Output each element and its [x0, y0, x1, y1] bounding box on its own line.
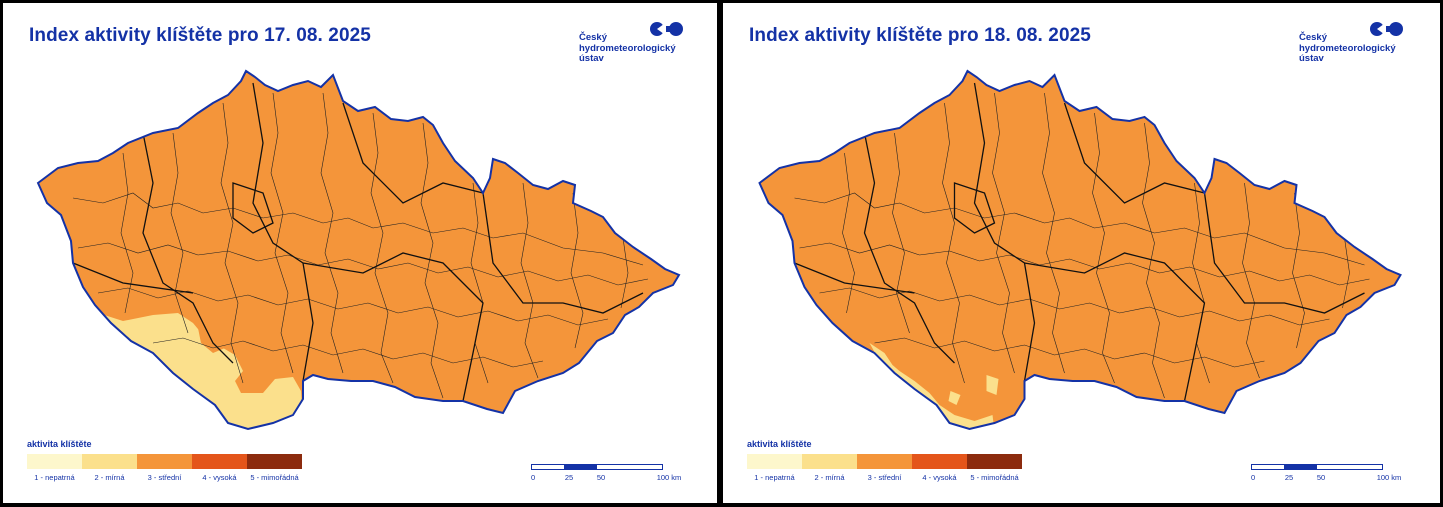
legend-swatch — [857, 454, 912, 469]
legend-label: 4 - vysoká — [202, 473, 237, 482]
logo-line-3: ústav — [1299, 53, 1324, 64]
legend: 1 - nepatrná 2 - mírná 3 - střední 4 - vyso… — [27, 454, 302, 482]
czechia-map — [37, 70, 680, 430]
chmi-logo-icon — [650, 22, 683, 36]
map-title: Index aktivity klíštěte pro 17. 08. 2025 — [29, 25, 371, 46]
legend-label: 3 - střední — [147, 473, 182, 482]
legend-title: aktivita klíštěte — [747, 439, 812, 449]
map-panel-2: Index aktivity klíštěte pro 18. 08. 2025… — [723, 3, 1440, 503]
low-activity-patch — [986, 375, 999, 395]
legend-swatch — [27, 454, 82, 469]
logo-line-1: Český — [1299, 32, 1327, 43]
low-activity-zone — [98, 313, 303, 429]
scale-tick: 25 — [564, 473, 574, 482]
scale-tick: 100 km — [1376, 473, 1402, 482]
legend: 1 - nepatrná 2 - mírná 3 - střední 4 - vyso… — [747, 454, 1022, 482]
chmi-logo: Český hydrometeorologický ústav — [1297, 21, 1417, 71]
scale-tick: 50 — [596, 473, 606, 482]
map-title: Index aktivity klíštěte pro 18. 08. 2025 — [749, 25, 1091, 46]
legend-swatch — [247, 454, 302, 469]
legend-swatch — [137, 454, 192, 469]
low-activity-patch — [948, 391, 961, 405]
legend-label: 4 - vysoká — [922, 473, 957, 482]
logo-line-1: Český — [579, 32, 607, 43]
legend-label: 1 - nepatrná — [34, 473, 75, 482]
chmi-logo-icon — [1370, 22, 1403, 36]
legend-swatch — [192, 454, 247, 469]
scale-tick: 25 — [1284, 473, 1294, 482]
scale-tick: 0 — [1251, 473, 1256, 482]
legend-label: 2 - mírná — [94, 473, 125, 482]
scale-tick: 100 km — [656, 473, 682, 482]
legend-label: 5 - mimořádná — [250, 473, 299, 482]
chmi-logo: Český hydrometeorologický ústav — [577, 21, 697, 71]
logo-line-2: hydrometeorologický — [1299, 42, 1396, 54]
legend-label: 3 - střední — [867, 473, 902, 482]
legend-swatch — [802, 454, 857, 469]
logo-line-2: hydrometeorologický — [579, 42, 676, 54]
scale-tick: 0 — [531, 473, 536, 482]
map-panel-1: Index aktivity klíštěte pro 17. 08. 2025… — [3, 3, 717, 503]
legend-label: 2 - mírná — [814, 473, 845, 482]
legend-swatch — [82, 454, 137, 469]
legend-swatch — [967, 454, 1022, 469]
logo-line-3: ústav — [579, 53, 604, 64]
scale-bar: 0 25 50 100 km — [531, 464, 681, 494]
legend-label: 1 - nepatrná — [754, 473, 795, 482]
scale-bar: 0 25 50 100 km — [1251, 464, 1401, 494]
legend-title: aktivita klíštěte — [27, 439, 92, 449]
legend-swatch — [747, 454, 802, 469]
legend-label: 5 - mimořádná — [970, 473, 1019, 482]
low-activity-zone — [869, 343, 995, 429]
scale-tick: 50 — [1316, 473, 1326, 482]
legend-swatch — [912, 454, 967, 469]
czechia-map — [758, 70, 1402, 430]
